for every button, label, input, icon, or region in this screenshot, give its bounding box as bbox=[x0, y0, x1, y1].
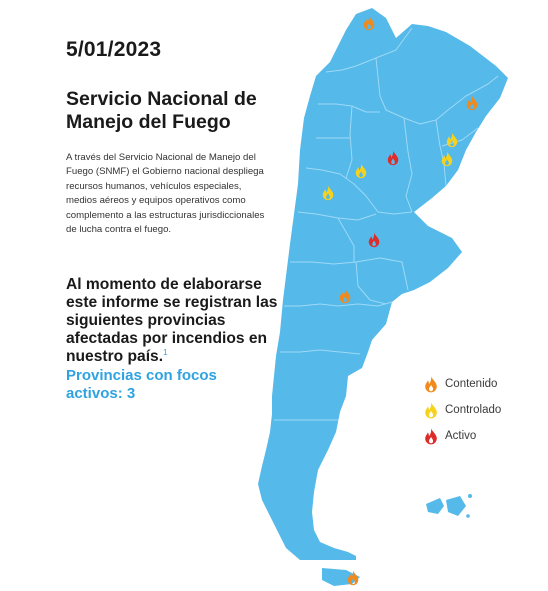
legend: Contenido Controlado Activo bbox=[424, 371, 534, 449]
legend-item-controlado: Controlado bbox=[424, 397, 534, 423]
flame-icon-controlado bbox=[424, 402, 438, 419]
legend-item-contenido: Contenido bbox=[424, 371, 534, 397]
title-line-1: Servicio Nacional de bbox=[66, 88, 257, 110]
active-line-1: Provincias con focos bbox=[66, 367, 217, 384]
report-date: 5/01/2023 bbox=[66, 38, 162, 61]
description-paragraph: A través del Servicio Nacional de Manejo… bbox=[66, 152, 265, 236]
legend-label-contenido: Contenido bbox=[445, 378, 498, 390]
flame-icon-activo bbox=[424, 428, 438, 445]
flame-icon-contenido bbox=[424, 376, 438, 393]
province-borders bbox=[274, 27, 499, 421]
mainland-silhouette bbox=[258, 8, 508, 560]
legend-item-activo: Activo bbox=[424, 423, 534, 449]
title-line-2: Manejo del Fuego bbox=[66, 111, 231, 133]
active-line-2: activos: 3 bbox=[66, 384, 136, 402]
footnote-mark: 1 bbox=[163, 347, 168, 357]
report-headline: Al momento de elaborarse este informe se… bbox=[66, 276, 291, 366]
malvinas-islands bbox=[426, 496, 466, 516]
active-provinces-count: Provincias con focos activos: 3 bbox=[66, 367, 266, 402]
page-title: Servicio Nacional de Manejo del Fuego bbox=[66, 88, 286, 134]
legend-label-controlado: Controlado bbox=[445, 404, 502, 416]
headline-text: Al momento de elaborarse este informe se… bbox=[66, 276, 278, 365]
legend-label-activo: Activo bbox=[445, 430, 477, 442]
